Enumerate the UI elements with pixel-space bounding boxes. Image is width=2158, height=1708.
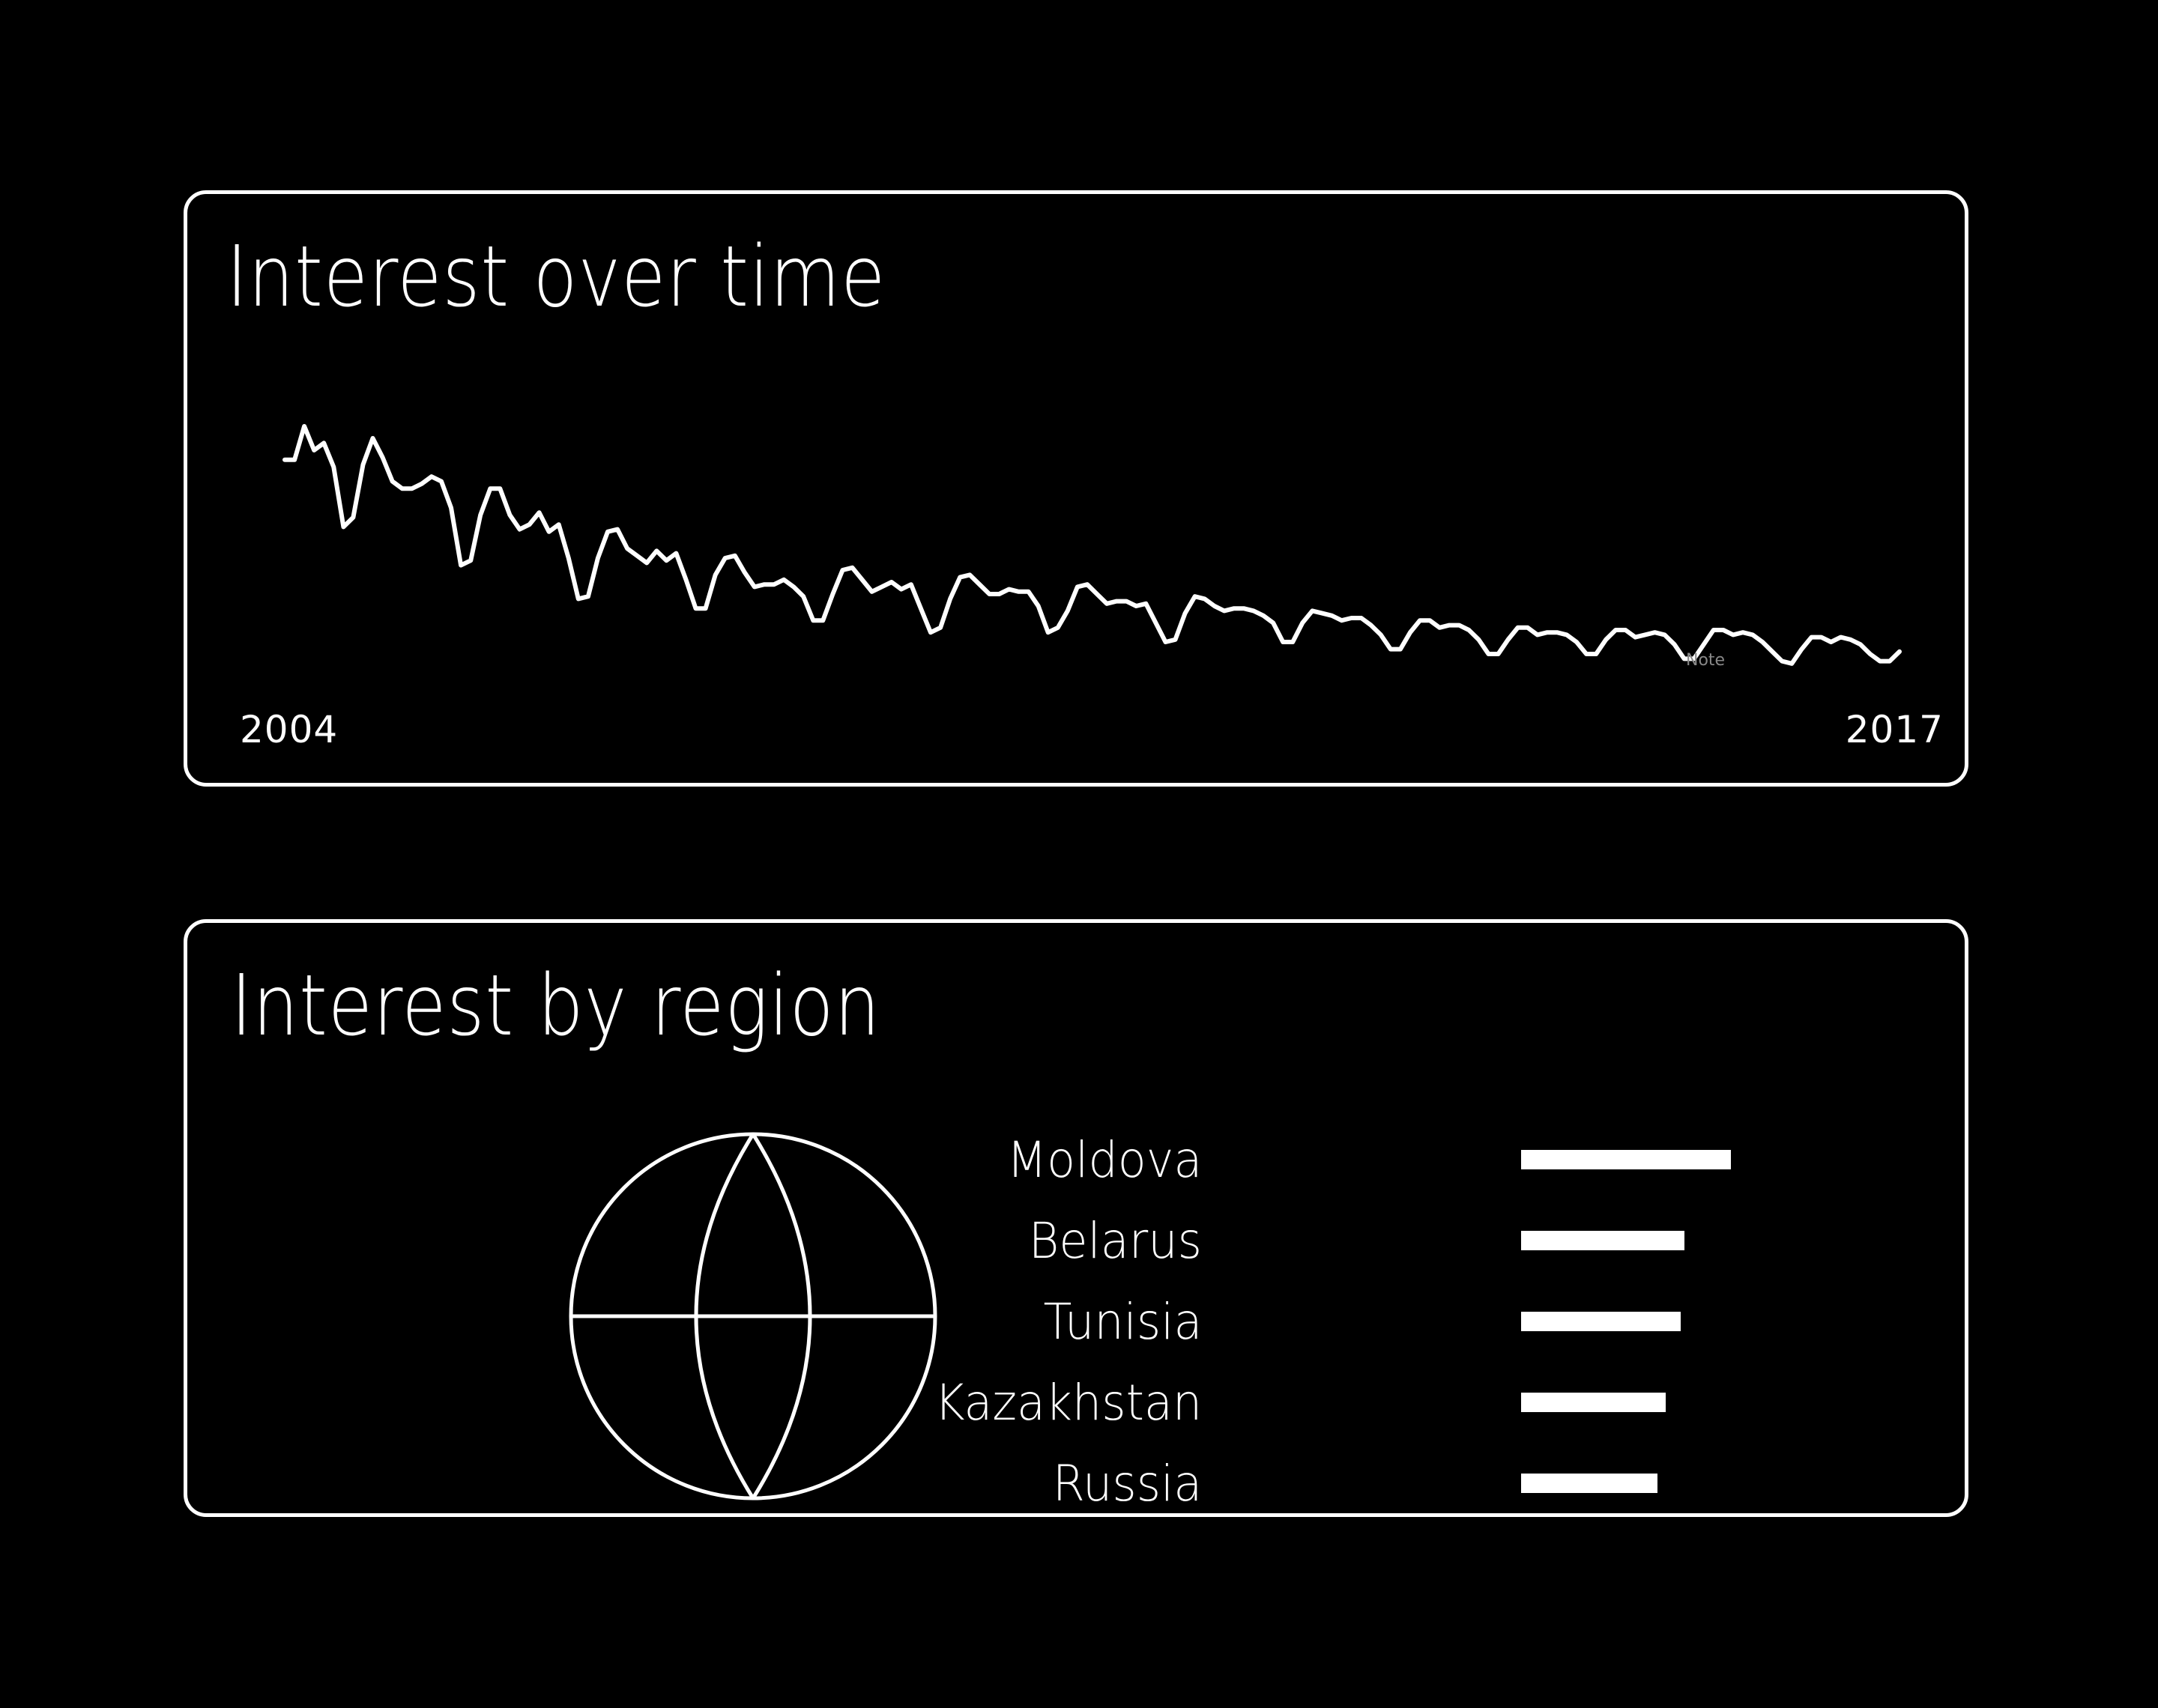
- interest-line-chart: [282, 424, 1902, 666]
- interest-over-time-panel: Interest over time Note 2004 2017: [184, 190, 1968, 787]
- region-row[interactable]: Kazakhstan: [187, 1373, 1965, 1433]
- region-name-label: Tunisia: [1043, 1293, 1202, 1351]
- region-row[interactable]: Belarus: [187, 1211, 1965, 1271]
- x-axis-end-label: 2017: [1845, 708, 1944, 751]
- region-row[interactable]: Russia: [187, 1454, 1965, 1514]
- region-bar: [1521, 1231, 1685, 1250]
- region-bar: [1521, 1150, 1731, 1169]
- region-bar: [1521, 1393, 1666, 1412]
- region-row[interactable]: Moldova: [187, 1130, 1965, 1190]
- interest-over-time-title: Interest over time: [226, 228, 886, 326]
- region-name-label: Belarus: [1028, 1212, 1202, 1270]
- x-axis-start-label: 2004: [240, 708, 339, 751]
- interest-by-region-panel: Interest by region Moldova Belarus Tunisia…: [184, 919, 1968, 1517]
- region-bar: [1521, 1474, 1657, 1493]
- region-name-label: Moldova: [1006, 1131, 1202, 1189]
- globe-icon[interactable]: [566, 1129, 940, 1503]
- interest-series-line: [282, 424, 1902, 666]
- region-bar: [1521, 1312, 1681, 1331]
- region-name-label: Russia: [1052, 1455, 1202, 1512]
- region-row[interactable]: Tunisia: [187, 1292, 1965, 1352]
- note-label[interactable]: Note: [1686, 651, 1726, 670]
- interest-by-region-title: Interest by region: [231, 957, 881, 1055]
- region-name-label: Kazakhstan: [934, 1374, 1202, 1432]
